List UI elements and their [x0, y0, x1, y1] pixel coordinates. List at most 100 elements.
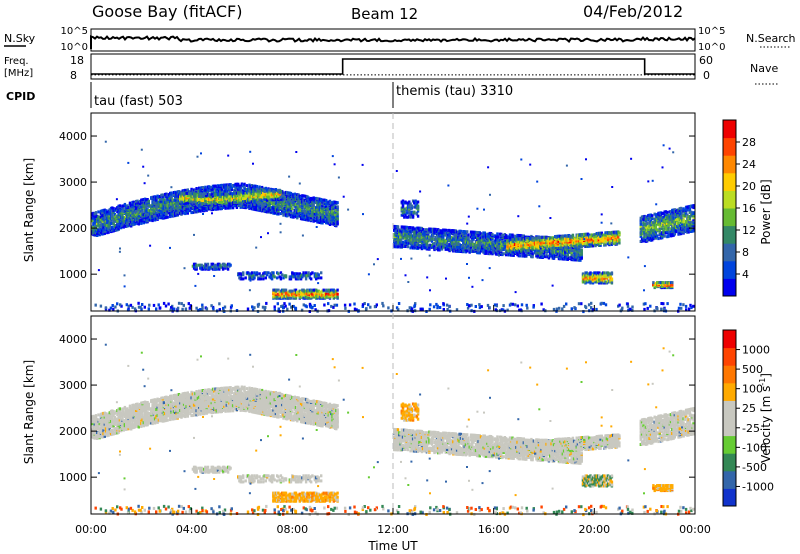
power-cell [242, 183, 245, 187]
power-cell [336, 288, 339, 292]
power-cell [221, 190, 225, 194]
power-cell [165, 205, 168, 209]
power-cell [235, 182, 239, 186]
power-cell [242, 271, 245, 275]
power-cell [491, 240, 494, 244]
power-cell [104, 223, 108, 227]
power-cell [174, 206, 177, 209]
power-cell [104, 213, 108, 217]
power-cell [502, 252, 505, 256]
power-cell [223, 189, 226, 193]
power-cell [116, 228, 119, 232]
power-cell [153, 197, 157, 201]
power-cell [199, 187, 202, 191]
power-cell [151, 197, 154, 201]
power-cell [248, 272, 251, 276]
power-cell [121, 213, 124, 217]
nsky-tick-low: 10^0 [61, 42, 88, 53]
power-cell [162, 198, 166, 202]
power-cell [158, 204, 162, 208]
power-cell [240, 188, 244, 192]
nsearch-tick-high: 10^5 [698, 26, 725, 37]
power-cell [158, 213, 162, 217]
power-cell [225, 186, 228, 190]
power-cell [98, 224, 101, 228]
power-cell [135, 213, 138, 217]
power-cell [231, 206, 235, 210]
power-cell [180, 208, 183, 212]
power-cell [220, 192, 223, 196]
power-cell [259, 274, 262, 278]
power-cell [141, 210, 144, 214]
power-cell [201, 193, 205, 196]
power-cell [250, 203, 254, 207]
power-heatmap-cells [91, 140, 695, 314]
power-cell [118, 222, 122, 226]
power-cell [445, 241, 449, 245]
power-cell [91, 212, 94, 216]
power-cell [218, 187, 221, 191]
power-cell [166, 215, 169, 219]
power-cell [135, 211, 138, 214]
power-cell [111, 209, 114, 213]
power-cell [221, 185, 225, 189]
power-cell [126, 204, 129, 208]
power-cell [249, 204, 252, 208]
power-cell [108, 216, 111, 220]
power-cell [119, 216, 123, 220]
power-cell [156, 215, 159, 219]
power-cell [146, 212, 149, 216]
power-cell [162, 205, 166, 209]
power-cell [123, 219, 127, 223]
power-cell [171, 209, 174, 213]
power-cell [112, 221, 115, 225]
power-cell [221, 206, 225, 209]
power-cell [174, 214, 177, 218]
power-cell [195, 202, 198, 206]
power-cell [138, 199, 142, 203]
power-cell [126, 212, 129, 216]
power-cell [206, 191, 210, 195]
beam-title: Beam 12 [351, 5, 418, 23]
power-cell [249, 184, 252, 188]
power-cell [240, 190, 244, 194]
power-cell [113, 214, 117, 218]
power-cell [145, 211, 148, 215]
power-cell [132, 222, 135, 226]
power-cell [190, 211, 193, 215]
power-cell [117, 224, 120, 228]
power-cell [171, 201, 174, 205]
power-cell [190, 190, 193, 194]
power-cell [156, 207, 159, 211]
power-cell [216, 184, 220, 188]
power-cell [196, 206, 200, 209]
power-cell [162, 207, 166, 211]
power-cell [180, 204, 183, 208]
power-cell [253, 186, 256, 190]
power-cell [166, 209, 169, 213]
power-cell [103, 231, 106, 235]
power-cell [181, 205, 184, 209]
power-cell [156, 210, 159, 214]
power-cell [284, 274, 288, 278]
power-cell [102, 214, 105, 217]
power-cell [106, 216, 109, 219]
power-cell [225, 202, 228, 206]
power-cell [240, 203, 244, 207]
power-cell [150, 196, 153, 200]
power-cell [491, 233, 494, 237]
power-cell [132, 200, 135, 204]
power-cell [121, 223, 124, 227]
power-cell [118, 210, 122, 214]
power-cell [224, 189, 227, 193]
power-cell [106, 231, 109, 235]
power-cell [133, 215, 137, 219]
power-cell [104, 221, 108, 225]
power-cell [219, 190, 222, 193]
nsearch-label: N.Search [746, 32, 796, 45]
power-cell [229, 263, 232, 267]
freq-unit: [MHz] [4, 68, 33, 79]
power-cell [225, 189, 228, 193]
power-cell [497, 235, 500, 239]
power-cell [145, 201, 148, 205]
